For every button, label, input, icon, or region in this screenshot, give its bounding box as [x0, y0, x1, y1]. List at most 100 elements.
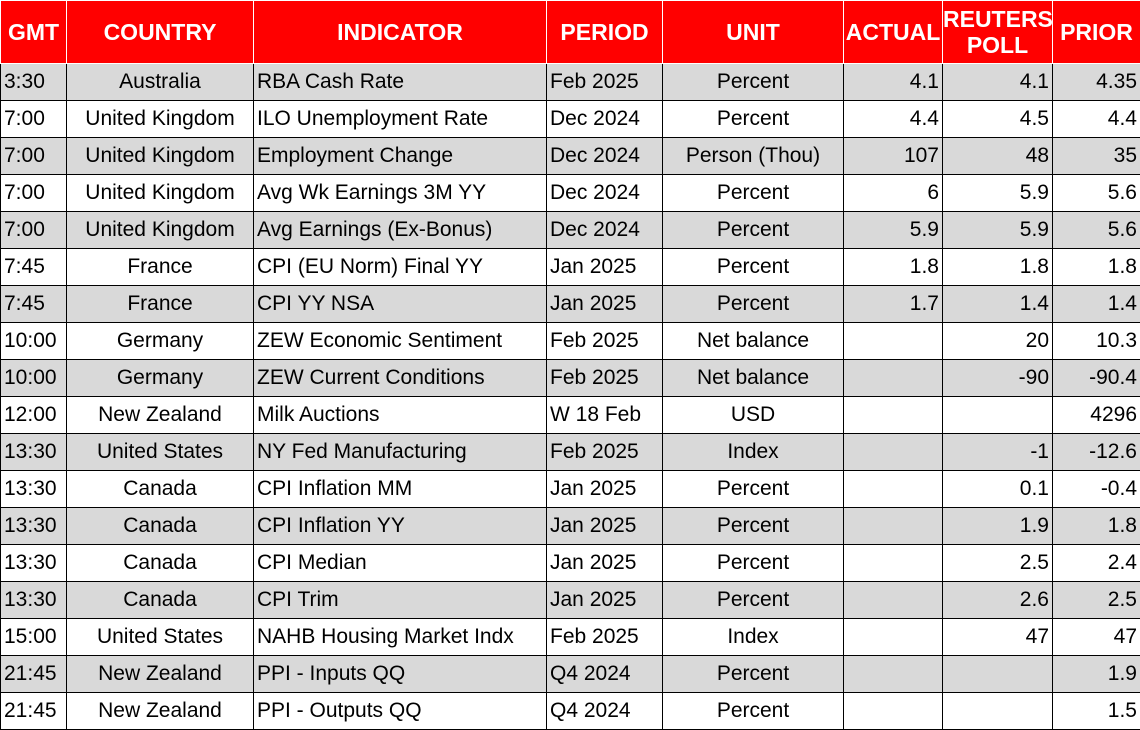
unit-cell: Percent [663, 693, 844, 730]
unit-cell: Net balance [663, 360, 844, 397]
unit-cell: Percent [663, 656, 844, 693]
period-cell: Dec 2024 [547, 138, 663, 175]
header-period: PERIOD [547, 1, 663, 64]
period-cell: Q4 2024 [547, 656, 663, 693]
indicator-cell: Milk Auctions [254, 397, 547, 434]
indicator-cell: PPI - Outputs QQ [254, 693, 547, 730]
period-cell: Dec 2024 [547, 101, 663, 138]
gmt-cell: 3:30 [1, 64, 67, 101]
unit-cell: Percent [663, 471, 844, 508]
actual-cell: 5.9 [844, 212, 943, 249]
unit-cell: Percent [663, 508, 844, 545]
prior-cell: 1.4 [1053, 286, 1140, 323]
indicator-cell: Avg Wk Earnings 3M YY [254, 175, 547, 212]
reuters-poll-cell: 2.6 [943, 582, 1053, 619]
prior-cell: 4.35 [1053, 64, 1140, 101]
actual-cell [844, 656, 943, 693]
indicator-cell: CPI Trim [254, 582, 547, 619]
header-actual: ACTUAL [844, 1, 943, 64]
period-cell: Jan 2025 [547, 249, 663, 286]
country-cell: United States [67, 434, 254, 471]
prior-cell: 47 [1053, 619, 1140, 656]
indicator-cell: Avg Earnings (Ex-Bonus) [254, 212, 547, 249]
prior-cell: 5.6 [1053, 212, 1140, 249]
prior-cell: 2.4 [1053, 545, 1140, 582]
gmt-cell: 7:00 [1, 138, 67, 175]
period-cell: Jan 2025 [547, 471, 663, 508]
period-cell: Feb 2025 [547, 323, 663, 360]
country-cell: United Kingdom [67, 138, 254, 175]
actual-cell: 1.7 [844, 286, 943, 323]
actual-cell [844, 323, 943, 360]
country-cell: Australia [67, 64, 254, 101]
header-poll-line2: POLL [943, 32, 1052, 58]
gmt-cell: 13:30 [1, 582, 67, 619]
header-gmt: GMT [1, 1, 67, 64]
header-row: GMT COUNTRY INDICATOR PERIOD UNIT ACTUAL… [1, 1, 1140, 64]
header-country: COUNTRY [67, 1, 254, 64]
header-indicator: INDICATOR [254, 1, 547, 64]
prior-cell: -90.4 [1053, 360, 1140, 397]
reuters-poll-cell: -90 [943, 360, 1053, 397]
prior-cell: 1.8 [1053, 508, 1140, 545]
actual-cell [844, 619, 943, 656]
actual-cell: 6 [844, 175, 943, 212]
period-cell: Feb 2025 [547, 360, 663, 397]
period-cell: Q4 2024 [547, 693, 663, 730]
country-cell: Germany [67, 323, 254, 360]
indicator-cell: CPI Inflation MM [254, 471, 547, 508]
country-cell: United Kingdom [67, 212, 254, 249]
header-unit: UNIT [663, 1, 844, 64]
country-cell: Canada [67, 508, 254, 545]
unit-cell: Index [663, 619, 844, 656]
gmt-cell: 13:30 [1, 471, 67, 508]
unit-cell: Index [663, 434, 844, 471]
reuters-poll-cell: 4.5 [943, 101, 1053, 138]
prior-cell: -0.4 [1053, 471, 1140, 508]
gmt-cell: 21:45 [1, 693, 67, 730]
period-cell: Feb 2025 [547, 64, 663, 101]
indicator-cell: NY Fed Manufacturing [254, 434, 547, 471]
indicator-cell: RBA Cash Rate [254, 64, 547, 101]
unit-cell: Percent [663, 101, 844, 138]
period-cell: Jan 2025 [547, 508, 663, 545]
reuters-poll-cell: 5.9 [943, 212, 1053, 249]
country-cell: Canada [67, 471, 254, 508]
reuters-poll-cell: 1.9 [943, 508, 1053, 545]
gmt-cell: 13:30 [1, 508, 67, 545]
gmt-cell: 12:00 [1, 397, 67, 434]
prior-cell: 4.4 [1053, 101, 1140, 138]
unit-cell: Percent [663, 64, 844, 101]
reuters-poll-cell [943, 693, 1053, 730]
actual-cell [844, 508, 943, 545]
indicator-cell: PPI - Inputs QQ [254, 656, 547, 693]
country-cell: New Zealand [67, 397, 254, 434]
country-cell: New Zealand [67, 693, 254, 730]
indicator-cell: ILO Unemployment Rate [254, 101, 547, 138]
actual-cell: 1.8 [844, 249, 943, 286]
gmt-cell: 10:00 [1, 323, 67, 360]
reuters-poll-cell: -1 [943, 434, 1053, 471]
header-reuters-poll: REUTERS POLL [943, 1, 1053, 64]
indicator-cell: CPI Inflation YY [254, 508, 547, 545]
prior-cell: 5.6 [1053, 175, 1140, 212]
reuters-poll-cell: 2.5 [943, 545, 1053, 582]
actual-cell [844, 360, 943, 397]
prior-cell: 10.3 [1053, 323, 1140, 360]
gmt-cell: 7:00 [1, 101, 67, 138]
reuters-poll-cell: 5.9 [943, 175, 1053, 212]
actual-cell [844, 582, 943, 619]
gmt-cell: 7:00 [1, 212, 67, 249]
gmt-cell: 7:00 [1, 175, 67, 212]
indicator-cell: NAHB Housing Market Indx [254, 619, 547, 656]
